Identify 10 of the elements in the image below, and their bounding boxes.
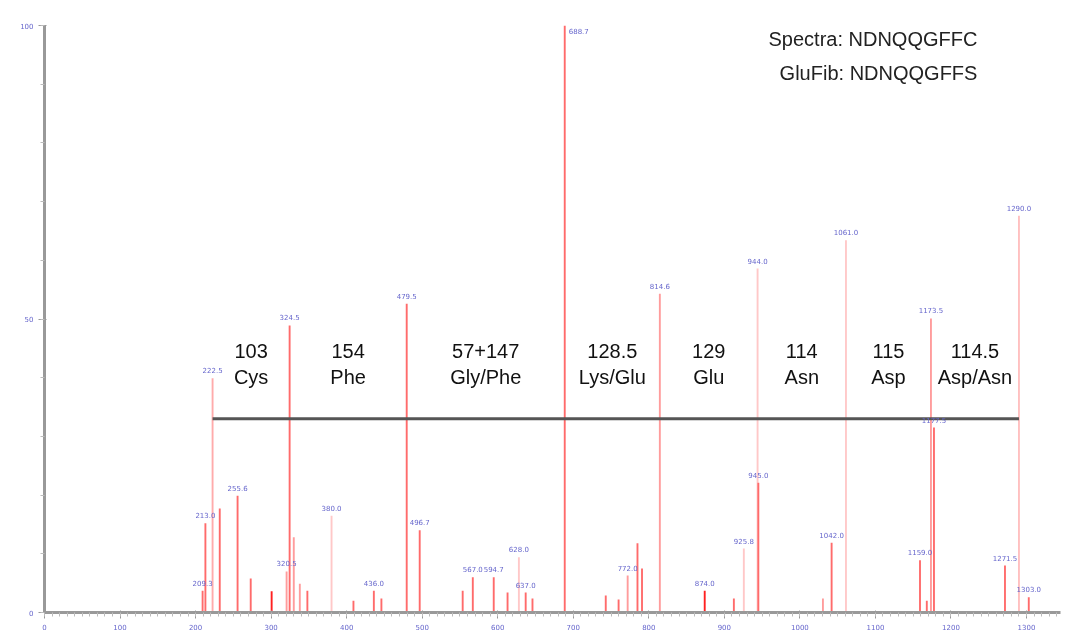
annotation: 114.5 Asp/Asn — [937, 339, 1013, 388]
chart-title: Spectra: NDNQQGFFC — [768, 27, 978, 50]
annotation: 128.5 Lys/Glu — [578, 339, 646, 388]
annotation: 103 Cys — [233, 339, 269, 388]
annotation: 154 Phe — [330, 339, 366, 388]
annotation: 114 Asn — [784, 339, 820, 388]
annotation: 57+147 Gly/Phe — [450, 339, 522, 388]
text: GluFib: NDNQQGFFS — [779, 61, 978, 84]
annotation: 129 Glu — [692, 339, 726, 388]
annotation: 115 Asp — [871, 339, 906, 388]
